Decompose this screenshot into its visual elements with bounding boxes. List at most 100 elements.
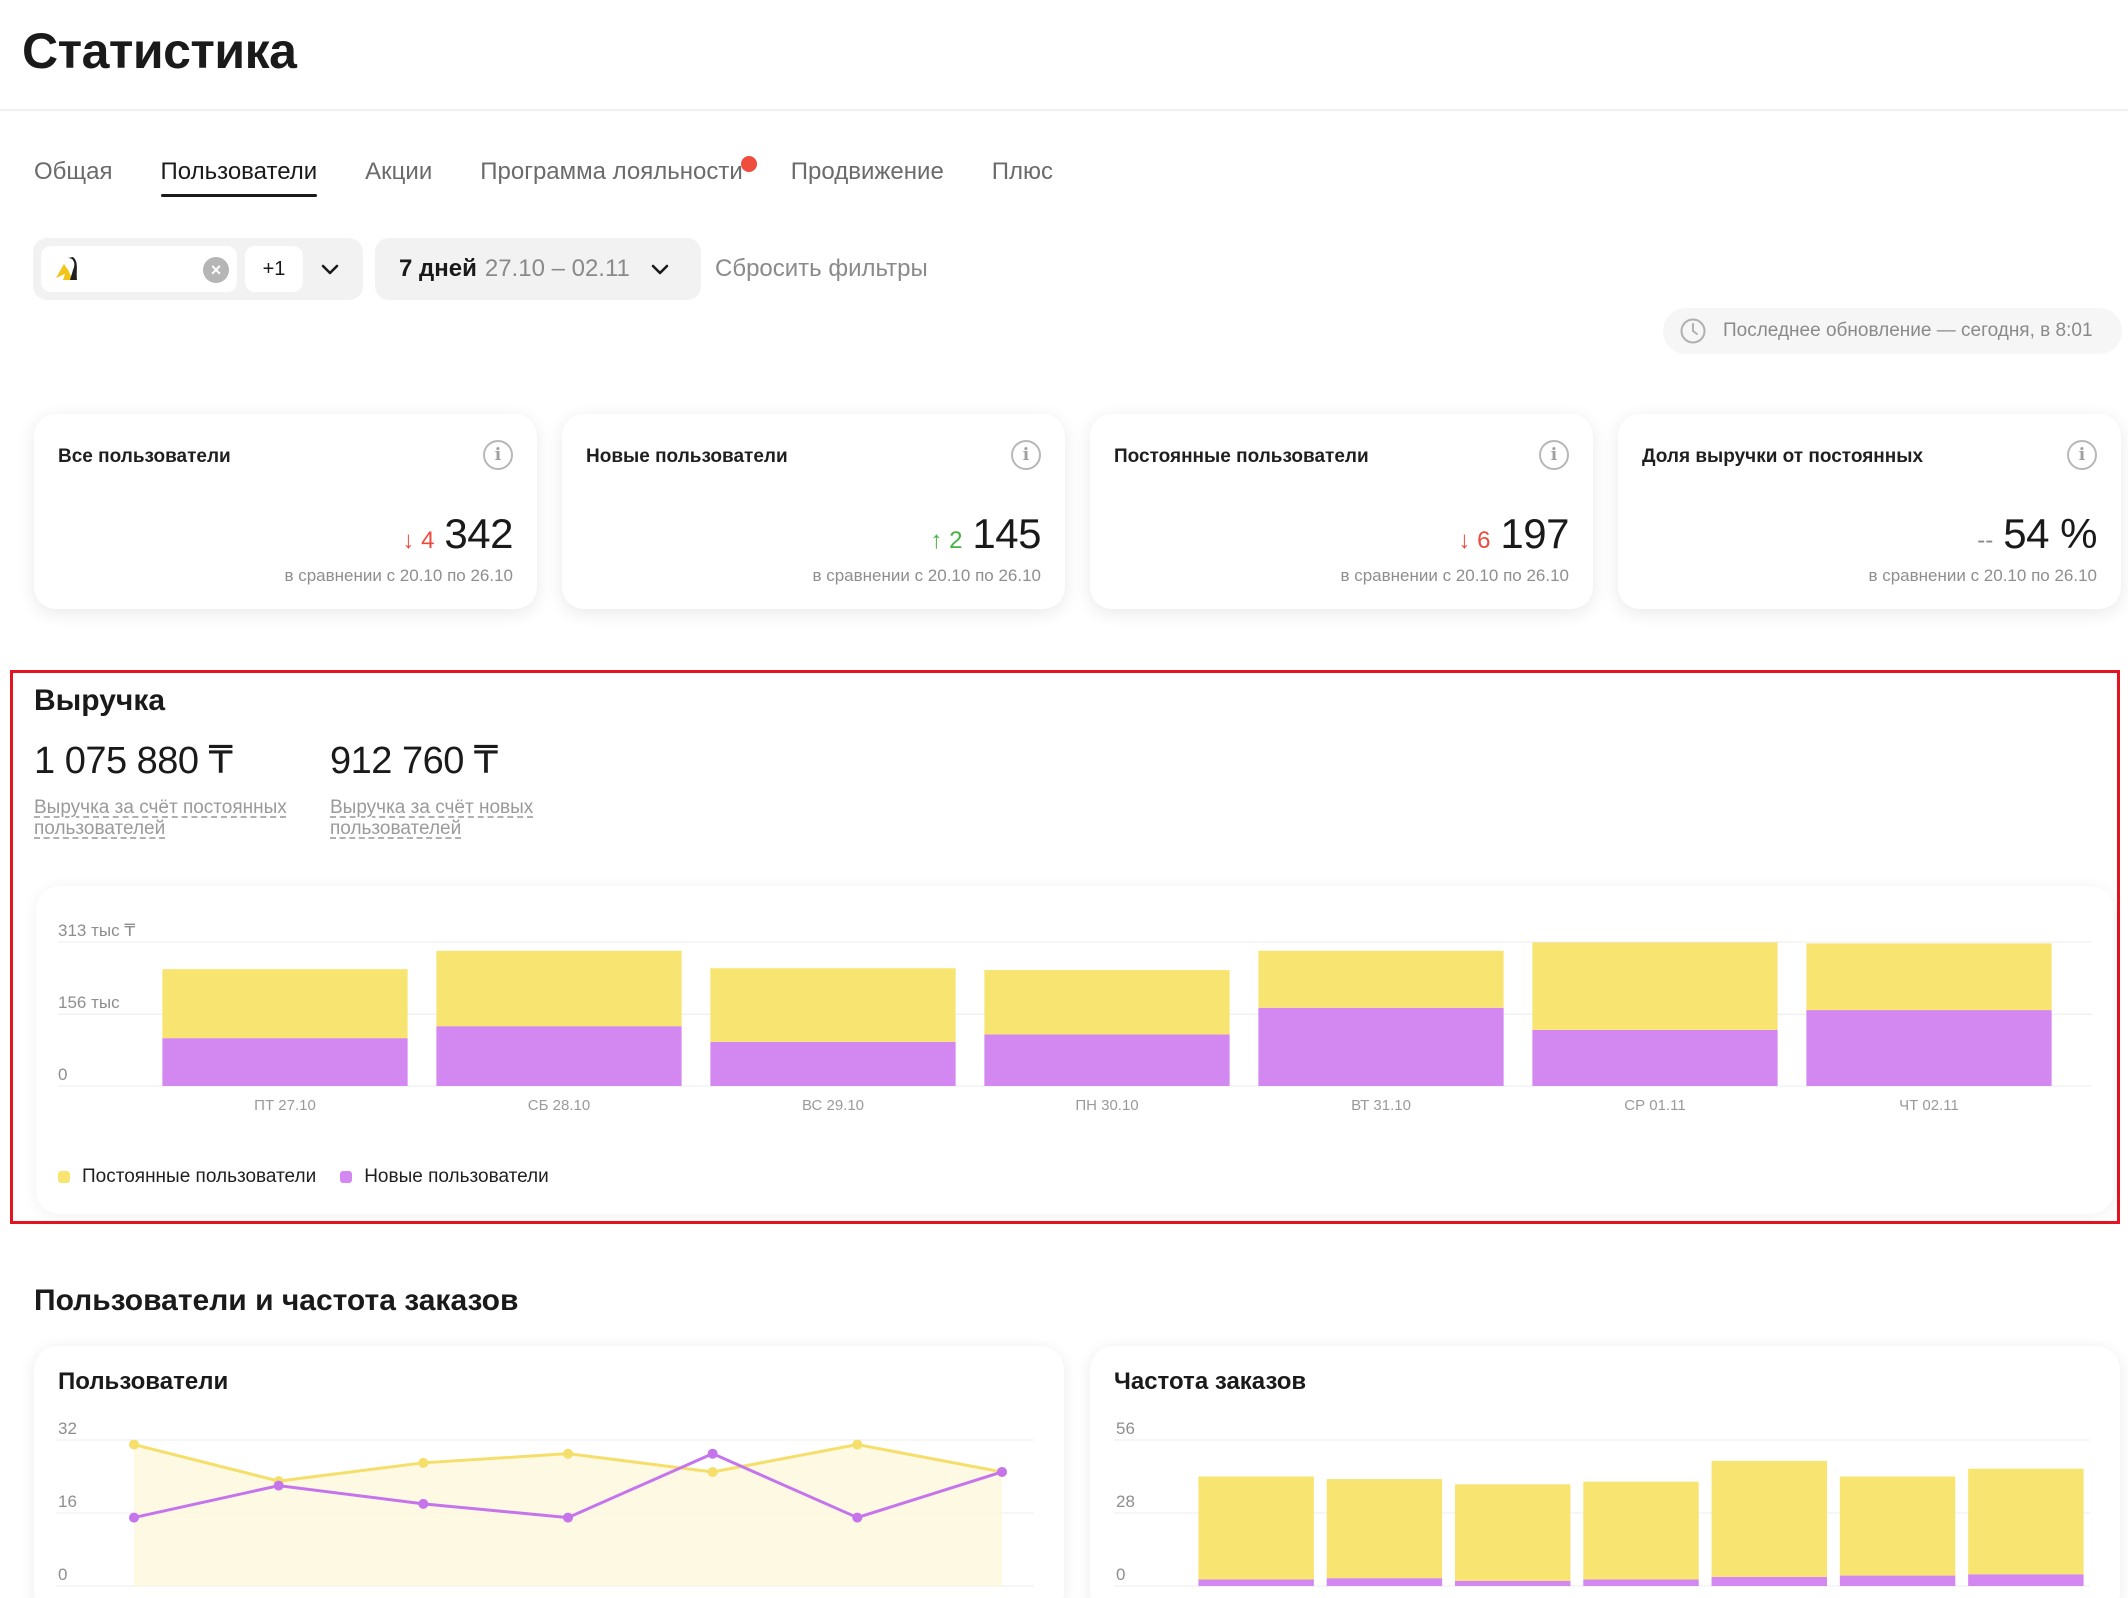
data-point <box>129 1512 139 1523</box>
tab-users[interactable]: Пользователи <box>160 158 318 200</box>
data-point <box>273 1480 284 1491</box>
bar-regular-users <box>1454 1484 1571 1581</box>
legend-label: Постоянные пользователи <box>82 1166 317 1187</box>
users-chart-card: Пользователи 0 16 32 <box>34 1346 1064 1598</box>
revenue-metric-new: 912 760 ₸ Выручка за счёт новых пользова… <box>330 738 590 839</box>
info-icon[interactable]: i <box>1011 440 1041 470</box>
data-point <box>852 1439 863 1450</box>
tab-plus[interactable]: Плюс <box>992 158 1053 200</box>
x-tick-label: ПН 30.10 <box>1075 1097 1138 1114</box>
bar-regular-users <box>710 968 956 1042</box>
revenue-metric-label[interactable]: Выручка за счёт постоянных пользователей <box>34 797 287 839</box>
y-tick-label: 28 <box>1116 1492 1135 1511</box>
frequency-chart-card: Частота заказов 0 28 56 <box>1090 1346 2120 1598</box>
tab-label: Пользователи <box>160 158 318 185</box>
tab-promotion[interactable]: Продвижение <box>791 158 944 200</box>
store-filter[interactable]: × +1 <box>33 238 363 300</box>
info-icon[interactable]: i <box>2067 440 2097 470</box>
kpi-delta: ↑ 2 <box>930 527 962 555</box>
bar-new-users <box>1711 1576 1828 1586</box>
data-point <box>563 1512 573 1523</box>
x-tick-label: ЧТ 02.11 <box>1899 1097 1959 1114</box>
chevron-down-icon[interactable] <box>315 254 345 284</box>
period-range: 27.10 – 02.11 <box>484 255 630 282</box>
kpi-card-all-users: Все пользователи i ↓ 4 342 в сравнении с… <box>34 414 537 609</box>
data-point <box>418 1498 429 1509</box>
y-tick-label: 32 <box>58 1419 77 1438</box>
info-icon[interactable]: i <box>483 440 513 470</box>
filters-bar: × +1 7 дней 27.10 – 02.11 Сбросить фильтр… <box>33 238 928 300</box>
bar-new-users <box>1583 1579 1699 1586</box>
data-point <box>707 1466 718 1477</box>
y-tick-label: 156 тыс <box>58 993 120 1012</box>
revenue-title: Выручка <box>34 684 166 717</box>
kpi-delta-value: 2 <box>949 527 963 554</box>
users-frequency-title: Пользователи и частота заказов <box>34 1284 519 1317</box>
kpi-value-line: -- 54 % <box>1977 510 2097 558</box>
bar-regular-users <box>436 950 682 1027</box>
last-update-text: Последнее обновление — сегодня, в 8:01 <box>1723 320 2093 341</box>
bar-new-users <box>1532 1029 1778 1086</box>
clear-icon[interactable]: × <box>203 257 229 283</box>
kpi-value-line: ↑ 2 145 <box>930 510 1041 558</box>
x-tick-label: ВС 29.10 <box>802 1097 864 1114</box>
bar-regular-users <box>1326 1479 1443 1579</box>
kpi-card-regular-users: Постоянные пользователи i ↓ 6 197 в срав… <box>1090 414 1593 609</box>
x-tick-label: ВТ 31.10 <box>1351 1097 1411 1114</box>
bar-regular-users <box>1198 1476 1314 1580</box>
y-tick-label: 0 <box>1116 1565 1125 1584</box>
bar-regular-users <box>1583 1481 1699 1580</box>
revenue-metric-value: 912 760 ₸ <box>330 740 498 782</box>
legend-item-regular[interactable]: Постоянные пользователи <box>58 1166 316 1188</box>
tab-label: Продвижение <box>790 158 944 185</box>
legend-swatch-regular <box>58 1171 70 1183</box>
kpi-value-line: ↓ 4 342 <box>402 510 513 558</box>
arrow-down-icon: ↓ <box>1458 527 1471 554</box>
data-point <box>997 1466 1007 1477</box>
data-point <box>563 1448 573 1459</box>
bar-new-users <box>1454 1580 1571 1586</box>
tab-label: Плюс <box>991 158 1054 185</box>
legend-item-new[interactable]: Новые пользователи <box>340 1166 549 1188</box>
kpi-compare: в сравнении с 20.10 по 26.10 <box>1868 566 2097 585</box>
kpi-compare: в сравнении с 20.10 по 26.10 <box>284 566 513 585</box>
kpi-value: 145 <box>972 510 1041 557</box>
period-filter[interactable]: 7 дней 27.10 – 02.11 <box>375 238 701 300</box>
bar-new-users <box>1806 1010 2052 1086</box>
store-select-input[interactable]: × <box>41 246 237 292</box>
x-tick-label: ПТ 27.10 <box>254 1097 316 1114</box>
kpi-delta-value: 6 <box>1477 527 1491 554</box>
bar-new-users <box>984 1034 1230 1086</box>
frequency-chart-title: Частота заказов <box>1114 1368 1307 1395</box>
tab-promotions[interactable]: Акции <box>365 158 432 200</box>
kpi-title: Доля выручки от постоянных <box>1642 446 1924 467</box>
page-title: Статистика <box>22 23 297 79</box>
revenue-metric-label[interactable]: Выручка за счёт новых пользователей <box>330 797 534 839</box>
bar-regular-users <box>1968 1468 2084 1575</box>
data-point <box>418 1457 429 1468</box>
tab-general[interactable]: Общая <box>34 158 113 200</box>
bar-new-users <box>162 1038 408 1086</box>
reset-filters-link[interactable]: Сбросить фильтры <box>715 255 928 282</box>
revenue-metric-regular: 1 075 880 ₸ Выручка за счёт постоянных п… <box>34 738 294 839</box>
title-divider <box>0 109 2128 111</box>
tab-loyalty[interactable]: Программа лояльности <box>480 156 757 200</box>
kpi-delta: ↓ 4 <box>402 527 434 555</box>
kpi-title: Новые пользователи <box>586 446 788 467</box>
kpi-row: Все пользователи i ↓ 4 342 в сравнении с… <box>34 414 2121 609</box>
tabs: Общая Пользователи Акции Программа лояль… <box>34 156 1053 200</box>
kpi-title: Все пользователи <box>58 446 231 467</box>
bar-regular-users <box>1258 950 1504 1008</box>
x-tick-label: СР 01.11 <box>1624 1097 1685 1114</box>
bar-new-users <box>436 1026 682 1086</box>
kpi-title: Постоянные пользователи <box>1114 446 1369 467</box>
y-tick-label: 56 <box>1116 1419 1135 1438</box>
x-tick-label: СБ 28.10 <box>528 1097 590 1114</box>
revenue-chart: 0 156 тыс 313 тыс ₸ ПТ 27.10 СБ 28.10 ВС 29.1… <box>58 921 2092 1114</box>
bar-regular-users <box>1532 942 1778 1030</box>
info-icon[interactable]: i <box>1539 440 1569 470</box>
chart-legend: Постоянные пользователи Новые пользовате… <box>58 1166 549 1188</box>
extra-stores-chip[interactable]: +1 <box>245 246 303 292</box>
bar-new-users <box>1839 1575 1956 1586</box>
bar-new-users <box>1258 1007 1504 1086</box>
